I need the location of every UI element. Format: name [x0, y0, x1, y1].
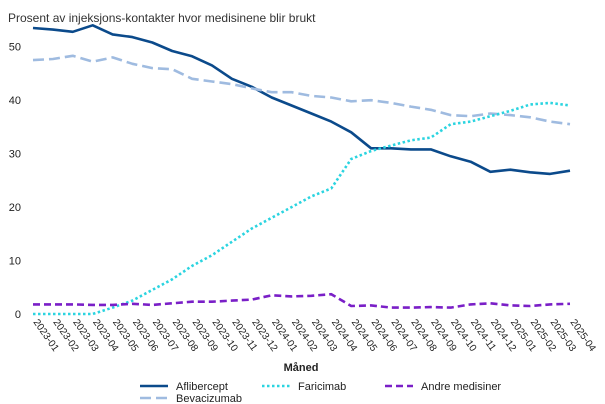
y-tick-label: 40	[9, 95, 21, 107]
legend-label-aflibercept: Aflibercept	[176, 381, 228, 393]
legend-label-andre-medisiner: Andre medisiner	[421, 381, 501, 393]
y-tick-label: 10	[9, 256, 21, 268]
series-line-andre-medisiner	[33, 292, 571, 309]
x-axis-label: Måned	[284, 362, 319, 374]
series-line-faricimab	[33, 101, 571, 316]
chart-title: Prosent av injeksjons-kontakter hvor med…	[8, 11, 316, 25]
x-axis-ticks: 2023-012023-022023-032023-042023-052023-…	[31, 317, 598, 354]
y-axis-ticks: 0 10 20 30 40 50	[9, 42, 21, 321]
y-tick-label: 50	[9, 42, 21, 54]
legend-label-faricimab: Faricimab	[298, 381, 346, 393]
y-tick-label: 30	[9, 149, 21, 161]
y-tick-label: 20	[9, 202, 21, 214]
series-lines	[32, 23, 571, 316]
legend-label-bevacizumab: Bevacizumab	[176, 393, 242, 404]
series-line-aflibercept	[32, 23, 571, 176]
series-line-bevacizumab	[32, 54, 571, 126]
y-tick-label: 0	[15, 309, 21, 321]
